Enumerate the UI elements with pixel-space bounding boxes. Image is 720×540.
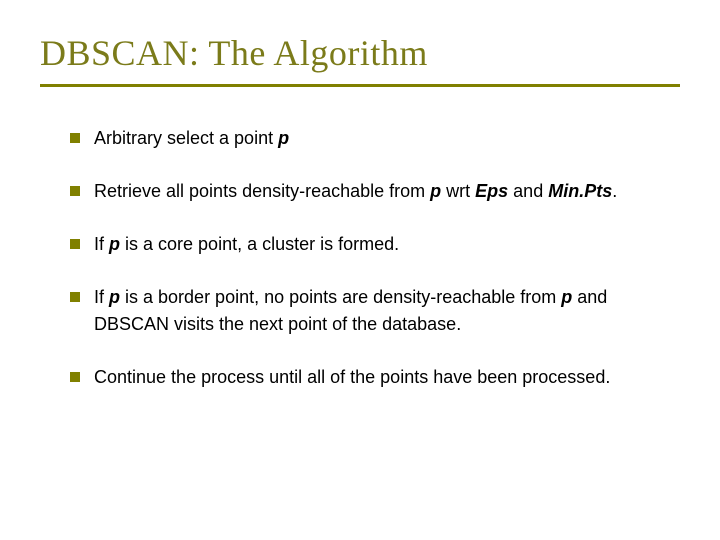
text: Continue the process until all of the po…: [94, 367, 610, 387]
text: wrt: [441, 181, 475, 201]
list-item: If p is a border point, no points are de…: [40, 284, 680, 338]
text: and: [508, 181, 548, 201]
list-item: Arbitrary select a point p: [40, 125, 680, 152]
text: Arbitrary select a point: [94, 128, 278, 148]
text: Retrieve all points density-reachable fr…: [94, 181, 430, 201]
list-item: Retrieve all points density-reachable fr…: [40, 178, 680, 205]
emphasis: Eps: [475, 181, 508, 201]
emphasis: p: [109, 234, 120, 254]
emphasis: p: [109, 287, 120, 307]
text: is a border point, no points are density…: [120, 287, 561, 307]
list-item: If p is a core point, a cluster is forme…: [40, 231, 680, 258]
text: If: [94, 234, 109, 254]
list-item: Continue the process until all of the po…: [40, 364, 680, 391]
emphasis: Min.Pts: [548, 181, 612, 201]
text: If: [94, 287, 109, 307]
emphasis: p: [561, 287, 572, 307]
emphasis: p: [278, 128, 289, 148]
bullet-list: Arbitrary select a point p Retrieve all …: [40, 125, 680, 391]
slide-title: DBSCAN: The Algorithm: [40, 32, 680, 87]
text: .: [612, 181, 617, 201]
text: is a core point, a cluster is formed.: [120, 234, 399, 254]
emphasis: p: [430, 181, 441, 201]
